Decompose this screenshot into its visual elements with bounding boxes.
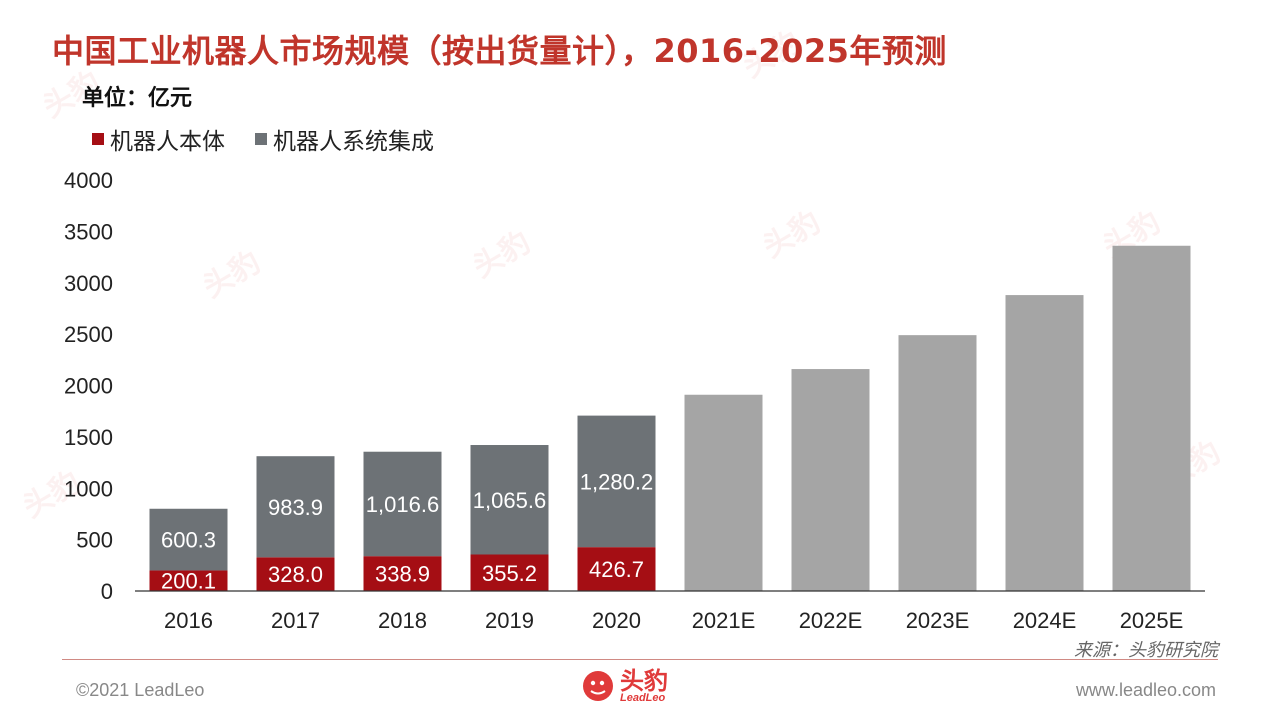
y-tick-label: 0 <box>101 579 113 604</box>
y-tick-label: 4000 <box>64 168 113 193</box>
y-tick-label: 2500 <box>64 322 113 347</box>
data-label-body: 355.2 <box>482 561 537 586</box>
y-tick-label: 3500 <box>64 219 113 244</box>
bar-segment-integration <box>256 456 335 558</box>
data-label-body: 200.1 <box>161 569 216 594</box>
bar-segment-integration <box>149 508 228 571</box>
x-tick-label: 2017 <box>271 608 320 633</box>
data-label-integration: 600.3 <box>161 528 216 553</box>
copyright-text: ©2021 LeadLeo <box>76 680 205 700</box>
data-label-integration: 1,280.2 <box>580 469 653 494</box>
data-label-integration: 983.9 <box>268 495 323 520</box>
bar-segment-body <box>577 547 656 591</box>
x-tick-label: 2020 <box>592 608 641 633</box>
legend-swatch-body <box>92 133 104 145</box>
data-label-body: 426.7 <box>589 557 644 582</box>
x-tick-label: 2018 <box>378 608 427 633</box>
legend-swatch-integration <box>255 133 267 145</box>
x-tick-label: 2019 <box>485 608 534 633</box>
y-tick-label: 2000 <box>64 374 113 399</box>
unit-label: 单位：亿元 <box>82 86 193 111</box>
x-tick-label: 2024E <box>1013 608 1077 633</box>
logo-text-cn: 头豹 <box>620 666 668 695</box>
bar-forecast <box>684 394 763 591</box>
bar-forecast <box>1112 245 1191 591</box>
logo-text-en: LeadLeo <box>620 691 666 704</box>
data-label-body: 328.0 <box>268 562 323 587</box>
bar-segment-body <box>363 556 442 591</box>
x-tick-label: 2021E <box>692 608 756 633</box>
y-tick-label: 1500 <box>64 425 113 450</box>
legend-item-body: 机器人本体 <box>92 122 225 156</box>
bar-forecast <box>898 335 977 591</box>
bar-forecast <box>791 369 870 591</box>
y-tick-label: 1000 <box>64 476 113 501</box>
x-tick-label: 2022E <box>799 608 863 633</box>
data-label-body: 338.9 <box>375 562 430 587</box>
website-link[interactable]: www.leadleo.com <box>1075 680 1216 700</box>
bar-segment-body <box>470 554 549 591</box>
chart-legend: 机器人本体 机器人系统集成 <box>92 122 434 156</box>
bar-segment-integration <box>363 451 442 557</box>
y-tick-label: 3000 <box>64 271 113 296</box>
legend-label-integration: 机器人系统集成 <box>273 129 434 155</box>
bar-segment-body <box>256 557 335 591</box>
legend-item-integration: 机器人系统集成 <box>255 122 434 156</box>
bar-forecast <box>1005 295 1084 591</box>
x-tick-label: 2025E <box>1120 608 1184 633</box>
footer-divider <box>62 659 1218 660</box>
page-title: 中国工业机器人市场规模（按出货量计），2016-2025年预测 <box>52 32 947 70</box>
leadleo-logo: 头豹 LeadLeo <box>580 668 668 704</box>
leopard-head-icon <box>583 671 613 701</box>
legend-label-body: 机器人本体 <box>110 129 225 155</box>
data-label-integration: 1,016.6 <box>366 492 439 517</box>
bar-segment-integration <box>577 415 656 548</box>
source-note: 来源：头豹研究院 <box>1074 640 1218 661</box>
x-tick-label: 2023E <box>906 608 970 633</box>
y-tick-label: 500 <box>76 528 113 553</box>
bar-segment-body <box>149 570 228 591</box>
x-tick-label: 2016 <box>164 608 213 633</box>
bar-segment-integration <box>470 445 549 555</box>
data-label-integration: 1,065.6 <box>473 488 546 513</box>
